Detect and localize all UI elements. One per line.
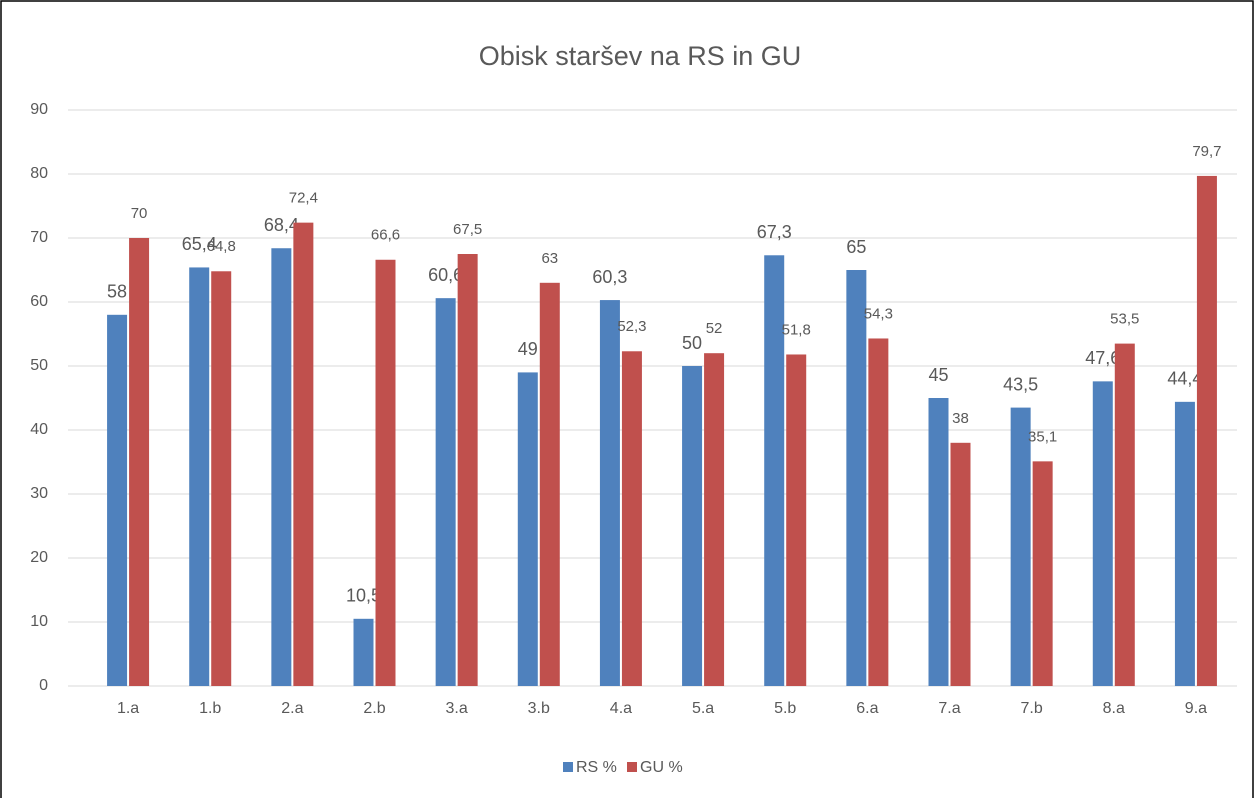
data-label: 63	[541, 250, 558, 267]
bar	[1174, 401, 1195, 686]
data-label: 54,3	[864, 305, 893, 322]
x-tick-label: 5.a	[692, 700, 714, 717]
bar	[353, 618, 374, 686]
legend-label: RS %	[576, 759, 617, 776]
bar	[682, 366, 703, 686]
bar	[1010, 407, 1031, 686]
data-label: 47,6	[1085, 348, 1120, 368]
x-tick-label: 7.b	[1021, 700, 1043, 717]
chart-title: Obisk staršev na RS in GU	[479, 41, 802, 71]
data-label: 52,3	[617, 318, 646, 335]
x-tick-label: 3.b	[528, 700, 550, 717]
data-label: 10,5	[346, 586, 381, 606]
data-label: 65,4	[182, 234, 217, 254]
data-label: 65	[846, 237, 866, 257]
bar	[1114, 343, 1135, 686]
y-tick-label: 40	[30, 421, 48, 438]
y-tick-label: 30	[30, 485, 48, 502]
data-label: 60,6	[428, 265, 463, 285]
data-label: 60,3	[592, 267, 627, 287]
bar	[1196, 175, 1217, 687]
bar	[129, 238, 150, 686]
bar	[435, 298, 456, 686]
y-tick-label: 80	[30, 165, 48, 182]
bar	[1092, 381, 1113, 686]
data-label: 50	[682, 333, 702, 353]
data-label: 68,4	[264, 215, 299, 235]
legend-swatch	[563, 762, 573, 772]
bar	[868, 338, 889, 686]
bar	[764, 255, 785, 686]
bar	[950, 442, 971, 686]
data-label: 53,5	[1110, 311, 1139, 328]
y-tick-label: 20	[30, 549, 48, 566]
y-tick-label: 0	[39, 677, 48, 694]
bar	[517, 372, 538, 686]
x-tick-label: 1.b	[199, 700, 221, 717]
data-label: 72,4	[289, 190, 318, 207]
data-label: 52	[706, 320, 723, 337]
bar	[539, 282, 560, 686]
y-tick-label: 50	[30, 357, 48, 374]
bar	[457, 254, 478, 686]
data-label: 67,3	[757, 222, 792, 242]
bar	[599, 300, 620, 686]
x-tick-label: 6.a	[856, 700, 878, 717]
bar	[621, 351, 642, 686]
data-label: 45	[928, 365, 948, 385]
x-tick-label: 9.a	[1185, 700, 1207, 717]
legend-swatch	[627, 762, 637, 772]
data-label: 70	[131, 205, 148, 222]
data-label: 79,7	[1192, 143, 1221, 160]
x-tick-label: 2.b	[363, 700, 385, 717]
y-tick-label: 10	[30, 613, 48, 630]
y-tick-label: 60	[30, 293, 48, 310]
data-label: 38	[952, 410, 969, 427]
bar	[271, 248, 292, 687]
bar	[1032, 461, 1053, 686]
y-tick-label: 90	[30, 101, 48, 118]
x-tick-label: 4.a	[610, 700, 632, 717]
bar	[375, 259, 396, 686]
bar	[704, 353, 725, 686]
bar	[293, 222, 314, 686]
y-tick-label: 70	[30, 229, 48, 246]
x-tick-label: 3.a	[446, 700, 468, 717]
data-label: 64,8	[207, 238, 236, 255]
bar	[211, 271, 232, 686]
data-label: 35,1	[1028, 428, 1057, 445]
bar	[107, 314, 128, 686]
legend-label: GU %	[640, 759, 683, 776]
bar	[846, 270, 867, 686]
data-label: 51,8	[782, 321, 811, 338]
data-label: 43,5	[1003, 374, 1038, 394]
data-label: 49	[518, 339, 538, 359]
x-tick-label: 1.a	[117, 700, 139, 717]
x-tick-label: 2.a	[281, 700, 303, 717]
data-label: 58	[107, 282, 127, 302]
x-tick-label: 8.a	[1103, 700, 1125, 717]
bar	[928, 398, 949, 686]
data-label: 66,6	[371, 227, 400, 244]
bar	[189, 267, 210, 686]
x-tick-label: 5.b	[774, 700, 796, 717]
x-tick-label: 7.a	[938, 700, 960, 717]
data-label: 44,4	[1167, 369, 1202, 389]
data-label: 67,5	[453, 221, 482, 238]
bar	[786, 354, 807, 686]
